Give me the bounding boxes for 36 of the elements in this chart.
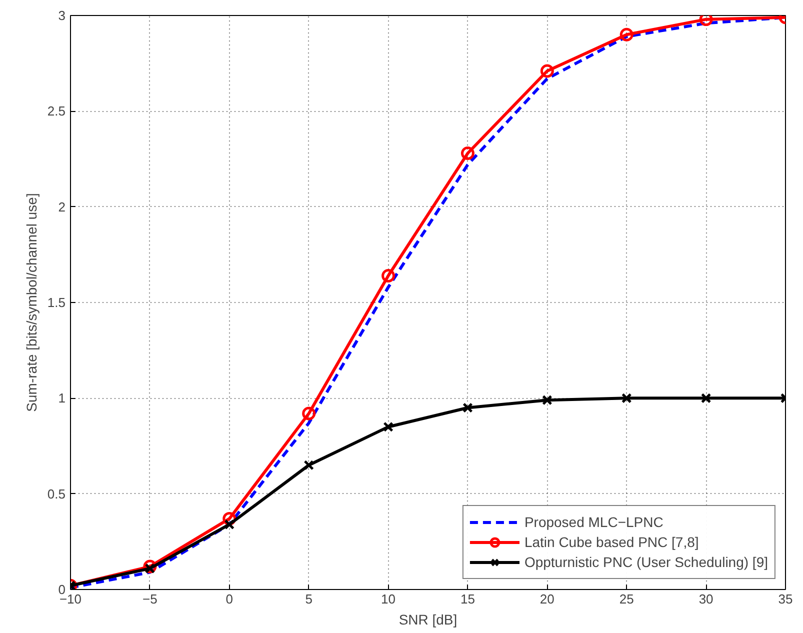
point [382, 268, 396, 282]
x-tick-label: 5 [305, 592, 312, 606]
point [699, 16, 713, 26]
point [383, 422, 394, 432]
y-tick-label: 0 [58, 582, 66, 597]
x-tick-label: 0 [226, 592, 234, 606]
point [542, 394, 552, 406]
point [621, 393, 632, 404]
y-tick-label: 2.5 [47, 104, 66, 119]
point [144, 563, 156, 574]
x-tick-label: 20 [540, 592, 554, 606]
y-axis-title: Sum-rate [bits/symbol/channel use] [23, 193, 40, 412]
line-series [70, 16, 786, 590]
x-tick-label: 15 [460, 592, 475, 606]
x-tick-label: 25 [619, 592, 634, 606]
legend-label: Latin Cube based PNC [7,8] [524, 534, 699, 550]
x-tick-label: 30 [698, 592, 714, 606]
x-axis-title: SNR [dB] [398, 612, 458, 628]
y-tick-label: 1 [58, 390, 66, 406]
point [224, 519, 235, 530]
point [304, 460, 314, 470]
point [700, 393, 712, 404]
y-tick-label: 1.5 [47, 295, 66, 310]
point [620, 28, 634, 42]
legend-label: Oppturnistic PNC (User Scheduling) [9] [524, 554, 768, 570]
point [462, 402, 473, 413]
y-tick-label: 3 [58, 8, 66, 23]
y-tick-label: 0.5 [47, 486, 66, 502]
x-tick-label: 35 [778, 592, 793, 606]
legend-label: Proposed MLC−LPNC [524, 514, 664, 530]
point [540, 64, 554, 78]
x-tick-label: 10 [381, 592, 396, 606]
x-tick-label: −5 [142, 592, 158, 606]
point [302, 406, 316, 420]
point [460, 146, 474, 160]
y-tick-label: 2 [58, 199, 66, 214]
